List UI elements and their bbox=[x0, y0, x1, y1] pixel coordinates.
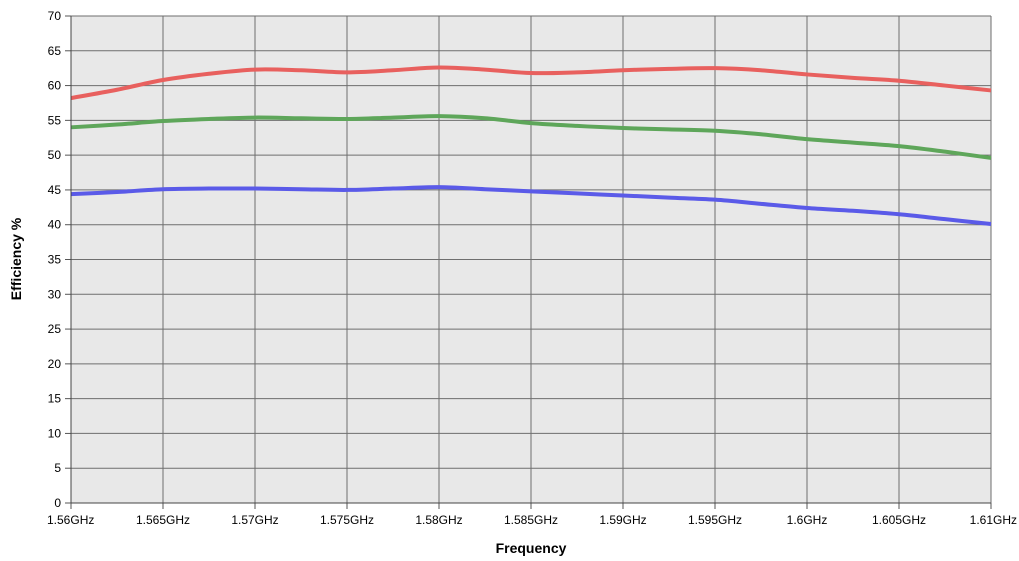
x-tick-label: 1.595GHz bbox=[688, 513, 742, 527]
y-tick-label: 55 bbox=[48, 113, 62, 127]
y-tick-label: 65 bbox=[48, 44, 62, 58]
y-tick-label: 10 bbox=[48, 426, 62, 440]
x-tick-labels: 1.56GHz 1.565GHz 1.57GHz 1.575GHz 1.58GHz 1.5… bbox=[47, 513, 1017, 527]
series-line-1 bbox=[70, 65, 992, 101]
y-tick-label: 20 bbox=[48, 357, 62, 371]
axes bbox=[65, 15, 992, 509]
x-tick-label: 1.58GHz bbox=[415, 513, 462, 527]
series-lines bbox=[70, 65, 992, 227]
x-tick-label: 1.585GHz bbox=[504, 513, 558, 527]
x-tick-label: 1.605GHz bbox=[872, 513, 926, 527]
x-tick-label: 1.59GHz bbox=[599, 513, 646, 527]
x-tick-label: 1.57GHz bbox=[231, 513, 278, 527]
y-tick-label: 60 bbox=[48, 79, 62, 93]
y-tick-label: 40 bbox=[48, 218, 62, 232]
y-tick-label: 5 bbox=[54, 461, 61, 475]
y-tick-label: 35 bbox=[48, 253, 62, 267]
x-tick-label: 1.565GHz bbox=[136, 513, 190, 527]
y-tick-label: 25 bbox=[48, 322, 62, 336]
y-tick-label: 70 bbox=[48, 9, 62, 23]
x-tick-label: 1.6GHz bbox=[787, 513, 828, 527]
y-tick-label: 30 bbox=[48, 287, 62, 301]
x-axis-title: Frequency bbox=[496, 540, 567, 556]
x-tick-label: 1.56GHz bbox=[47, 513, 94, 527]
y-tick-label: 45 bbox=[48, 183, 62, 197]
x-tick-label: 1.61GHz bbox=[970, 513, 1017, 527]
y-tick-labels: 0 5 10 15 20 25 30 35 40 45 50 55 60 65 70 bbox=[48, 9, 62, 510]
y-tick-label: 50 bbox=[48, 148, 62, 162]
x-tick-label: 1.575GHz bbox=[320, 513, 374, 527]
y-axis-title: Efficiency % bbox=[8, 217, 24, 300]
series-line-2 bbox=[70, 114, 992, 160]
series-line-3 bbox=[70, 185, 992, 227]
y-tick-label: 15 bbox=[48, 392, 62, 406]
y-tick-label: 0 bbox=[54, 496, 61, 510]
